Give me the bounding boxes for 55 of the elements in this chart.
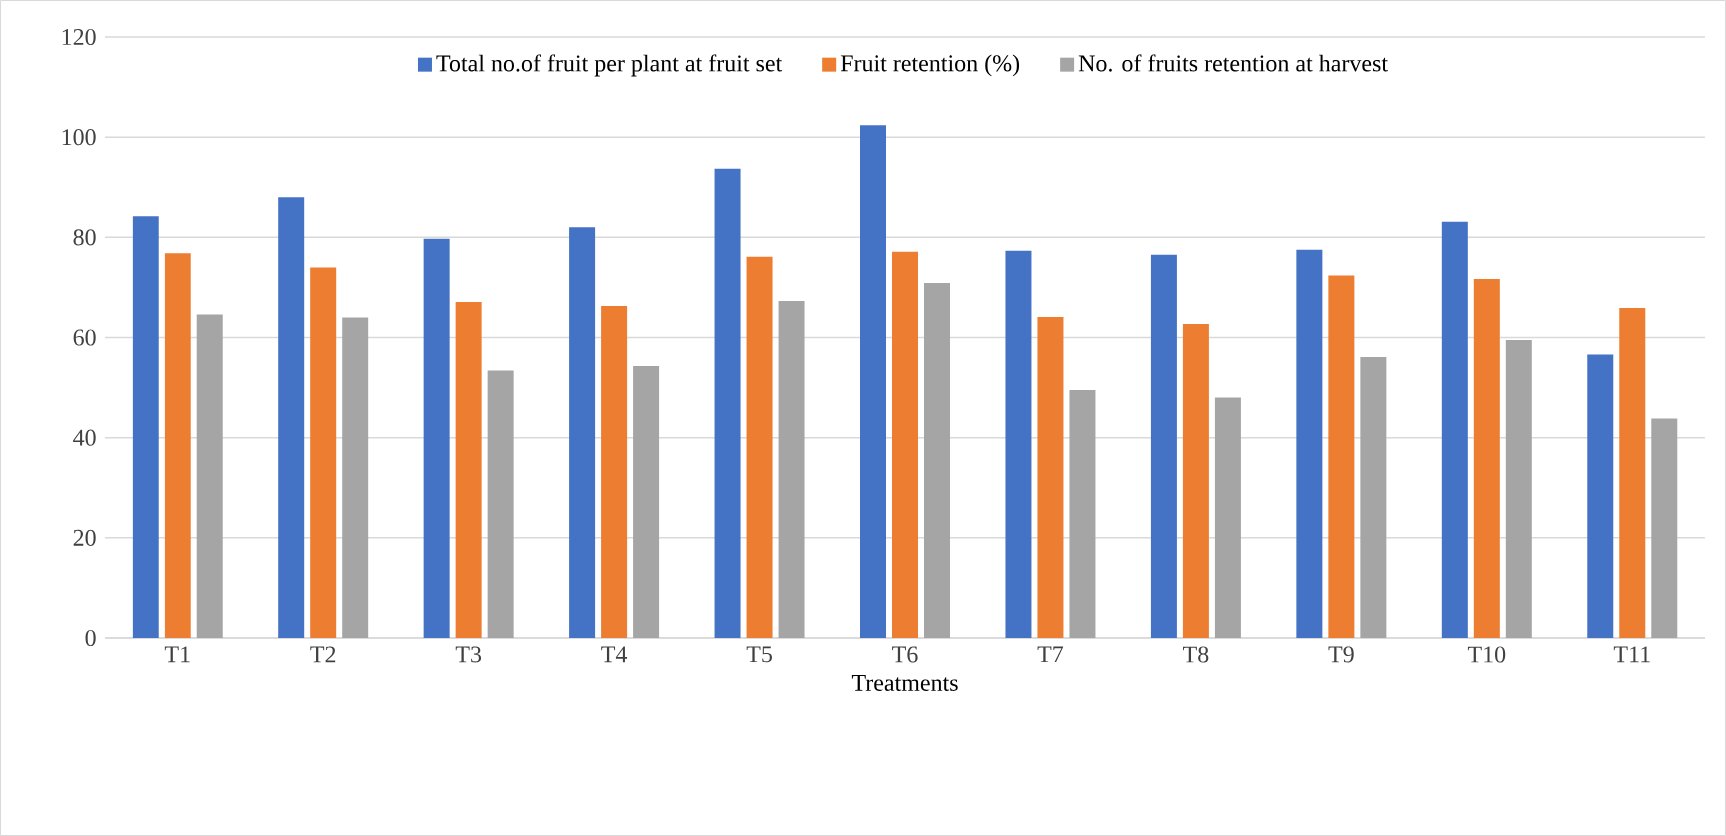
bar: [310, 267, 337, 638]
x-tick-label: T2: [310, 646, 336, 663]
y-tick-label: 0: [85, 629, 96, 647]
x-tick-label: T9: [1328, 646, 1354, 663]
bar: [487, 370, 514, 638]
legend-label: Fruit retention (%): [840, 54, 1020, 77]
y-tick-label: 60: [73, 329, 96, 346]
bar: [860, 125, 887, 638]
x-axis-title: Treatments: [851, 674, 958, 691]
bar: [132, 216, 159, 638]
bar: [1214, 397, 1241, 638]
x-tick-label: T4: [601, 646, 628, 663]
bar: [569, 227, 596, 638]
bar: [1473, 278, 1500, 638]
y-tick-label: 100: [62, 129, 96, 146]
bar: [196, 314, 223, 638]
bar: [278, 197, 305, 638]
bar: [601, 305, 628, 638]
legend-label: Total no.of fruit per plant at fruit set: [436, 54, 783, 77]
bar: [455, 301, 482, 638]
bar: [778, 300, 805, 638]
bar: [342, 317, 369, 638]
x-tick-label: T3: [455, 646, 482, 663]
bar: [1360, 357, 1387, 638]
bar: [924, 282, 950, 638]
bar: [1182, 323, 1209, 638]
bar: [1150, 254, 1177, 638]
bar: [164, 253, 191, 638]
bar: [1069, 390, 1096, 638]
x-tick-label: T8: [1183, 646, 1209, 663]
bar: [633, 366, 660, 638]
x-tick-label: T6: [892, 646, 918, 663]
bar: [1037, 316, 1064, 638]
y-tick-label: 80: [73, 229, 96, 246]
x-tick-label: T7: [1037, 646, 1064, 663]
y-tick-label: 120: [62, 28, 96, 46]
bar: [1005, 250, 1032, 638]
x-tick-label: T5: [746, 646, 772, 663]
y-tick-label: 20: [73, 529, 96, 546]
bar: [1441, 221, 1468, 638]
bar: [746, 256, 773, 638]
x-tick-label: T10: [1467, 646, 1506, 663]
bar: [1651, 418, 1678, 638]
bar: [1587, 354, 1614, 638]
x-tick-label: T11: [1613, 646, 1650, 663]
y-tick-label: 40: [73, 429, 96, 446]
x-tick-label: T1: [164, 646, 190, 663]
bar: [423, 238, 450, 638]
bar: [714, 168, 741, 638]
bar: [1328, 275, 1355, 638]
bar: [1619, 307, 1646, 638]
bar: [1505, 340, 1532, 638]
legend-label: No. of fruits retention at harvest: [1078, 54, 1388, 72]
bar: [1296, 249, 1323, 638]
bar: [892, 251, 918, 638]
